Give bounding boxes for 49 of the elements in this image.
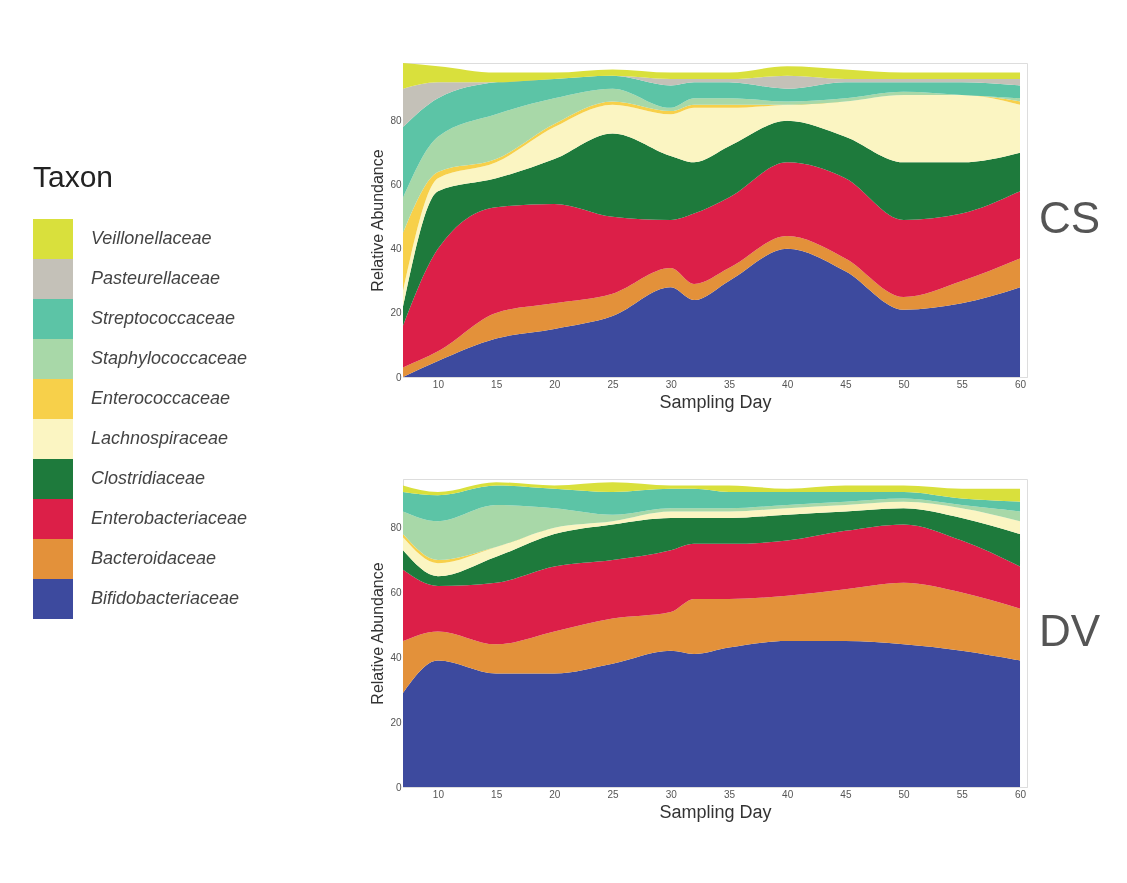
x-tick-label: 40 bbox=[782, 378, 794, 390]
x-tick-label: 25 bbox=[607, 378, 620, 390]
x-tick-label: 25 bbox=[607, 788, 620, 800]
x-tick-label: 30 bbox=[665, 788, 678, 800]
text: CS bbox=[1039, 193, 1101, 242]
x-tick-label: 45 bbox=[840, 788, 852, 800]
legend-label: Enterobacteriaceae bbox=[91, 508, 248, 528]
x-tick-label: 60 bbox=[1014, 788, 1027, 800]
x-tick-label: 60 bbox=[1014, 378, 1027, 390]
x-tick-label: 35 bbox=[723, 788, 736, 800]
legend-label: Clostridiaceae bbox=[91, 468, 206, 488]
x-axis-title: Sampling Day bbox=[659, 391, 772, 412]
x-tick-label: 20 bbox=[549, 788, 561, 800]
y-axis-title: Relative Abundance bbox=[369, 149, 387, 292]
legend-label: Bifidobacteriaceae bbox=[91, 588, 240, 608]
legend-label: Pasteurellaceae bbox=[91, 268, 221, 288]
y-axis-title: Relative Abundance bbox=[369, 562, 387, 705]
y-tick-label: 80 bbox=[390, 522, 402, 534]
legend-label: Enterococcaceae bbox=[91, 388, 231, 408]
legend-label: Lachnospiraceae bbox=[91, 428, 229, 448]
y-tick-label: 60 bbox=[390, 179, 402, 191]
x-tick-label: 30 bbox=[665, 378, 678, 390]
legend-label: Bacteroidaceae bbox=[91, 548, 217, 568]
x-tick-label: 10 bbox=[432, 378, 445, 390]
legend-label: Veillonellaceae bbox=[91, 228, 212, 248]
x-tick-label: 45 bbox=[840, 378, 852, 390]
x-tick-label: 35 bbox=[723, 378, 736, 390]
y-tick-label: 0 bbox=[395, 781, 402, 793]
legend-label: Streptococcaceae bbox=[91, 308, 236, 328]
x-tick-label: 20 bbox=[549, 378, 561, 390]
x-tick-label: 55 bbox=[956, 788, 969, 800]
y-tick-label: 40 bbox=[390, 243, 402, 255]
x-tick-label: 55 bbox=[956, 378, 969, 390]
x-axis-title: Sampling Day bbox=[659, 801, 772, 822]
y-tick-label: 60 bbox=[390, 586, 402, 598]
x-tick-label: 15 bbox=[491, 788, 503, 800]
legend-title: Taxon bbox=[33, 160, 114, 193]
x-tick-label: 40 bbox=[782, 788, 794, 800]
y-tick-label: 40 bbox=[390, 651, 402, 663]
x-tick-label: 10 bbox=[432, 788, 445, 800]
y-tick-label: 20 bbox=[390, 716, 402, 728]
y-tick-label: 80 bbox=[390, 115, 402, 127]
y-tick-label: 20 bbox=[390, 307, 402, 319]
legend-label: Staphylococcaceae bbox=[91, 348, 248, 368]
x-tick-label: 50 bbox=[898, 788, 911, 800]
x-tick-label: 50 bbox=[898, 378, 911, 390]
y-tick-label: 0 bbox=[395, 371, 402, 383]
text: DV bbox=[1039, 606, 1101, 655]
x-tick-label: 15 bbox=[491, 378, 503, 390]
